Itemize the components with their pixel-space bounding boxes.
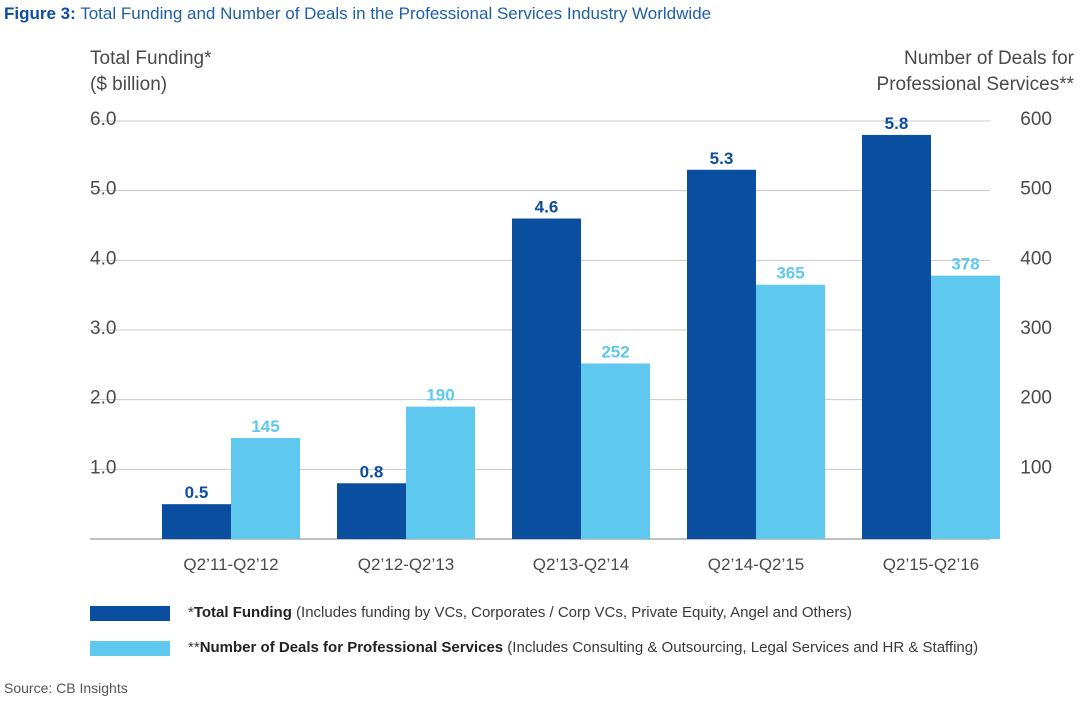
legend-funding-prefix: *	[188, 604, 194, 621]
bar-chart: 1.0 2.0 3.0 4.0 5.0 6.0 100 200 300 400 500 600 0.5 1…	[90, 109, 1052, 574]
deals-data-label: 252	[601, 342, 629, 361]
left-axis-title-line1: Total Funding*	[90, 48, 212, 69]
right-tick-label: 400	[1020, 248, 1052, 269]
x-category-label: Q2’11-Q2’12	[183, 555, 278, 574]
x-category-label: Q2’14-Q2’15	[708, 555, 804, 574]
funding-data-label: 0.5	[185, 483, 209, 502]
chart-title: Figure 3: Total Funding and Number of De…	[4, 4, 711, 24]
deals-data-label: 190	[426, 386, 454, 405]
legend-deals-rest: (Includes Consulting & Outsourcing, Lega…	[503, 639, 979, 656]
right-tick-label: 600	[1020, 109, 1052, 130]
x-category-label: Q2’13-Q2’14	[533, 555, 629, 574]
deals-data-label: 378	[951, 255, 979, 274]
funding-data-label: 4.6	[535, 198, 559, 217]
x-category-label: Q2’15-Q2’16	[883, 555, 979, 574]
right-axis-title-line2: Professional Services**	[876, 74, 1074, 95]
right-tick-label: 100	[1020, 457, 1052, 478]
left-tick-label: 5.0	[90, 179, 116, 200]
right-axis-title: Number of Deals for Professional Service…	[877, 46, 1074, 98]
funding-data-label: 5.3	[710, 149, 734, 168]
left-axis-title-line2: ($ billion)	[90, 74, 168, 95]
deals-bar	[231, 437, 300, 539]
funding-bar	[337, 483, 406, 539]
left-axis-title: Total Funding* ($ billion)	[90, 46, 211, 98]
deals-bar	[756, 284, 825, 539]
deals-bar	[406, 406, 475, 539]
left-tick-label: 4.0	[90, 248, 116, 269]
figure-title-text: Total Funding and Number of Deals in the…	[80, 4, 712, 23]
funding-data-label: 5.8	[885, 114, 909, 133]
deals-bar	[581, 363, 650, 539]
deals-data-label: 145	[251, 417, 279, 436]
source-note: Source: CB Insights	[4, 680, 128, 696]
legend-deals: **Number of Deals for Professional Servi…	[90, 639, 978, 656]
deals-bar	[931, 275, 1000, 539]
legend-funding: *Total Funding (Includes funding by VCs,…	[90, 604, 852, 621]
deals-data-label: 365	[776, 264, 804, 283]
legend-swatch-deals	[90, 640, 170, 656]
funding-bar	[687, 169, 756, 539]
left-tick-label: 3.0	[90, 318, 116, 339]
legend-deals-bold: Number of Deals for Professional Service…	[199, 639, 504, 656]
left-tick-label: 6.0	[90, 109, 116, 130]
left-tick-label: 1.0	[90, 457, 116, 478]
legend-funding-rest: (Includes funding by VCs, Corporates / C…	[291, 604, 852, 621]
right-axis-title-line1: Number of Deals for	[903, 48, 1074, 69]
left-tick-label: 2.0	[90, 388, 116, 409]
legend-deals-prefix: **	[188, 639, 200, 656]
funding-data-label: 0.8	[360, 462, 384, 481]
funding-bar	[512, 218, 581, 540]
figure-number: Figure 3:	[4, 4, 76, 23]
right-tick-label: 200	[1020, 388, 1052, 409]
x-category-label: Q2’12-Q2’13	[358, 555, 454, 574]
funding-bar	[162, 504, 231, 539]
legend-funding-bold: Total Funding	[193, 604, 292, 621]
right-tick-label: 300	[1020, 318, 1052, 339]
right-tick-label: 500	[1020, 179, 1052, 200]
funding-bar	[862, 134, 931, 539]
legend-swatch-funding	[90, 605, 170, 621]
